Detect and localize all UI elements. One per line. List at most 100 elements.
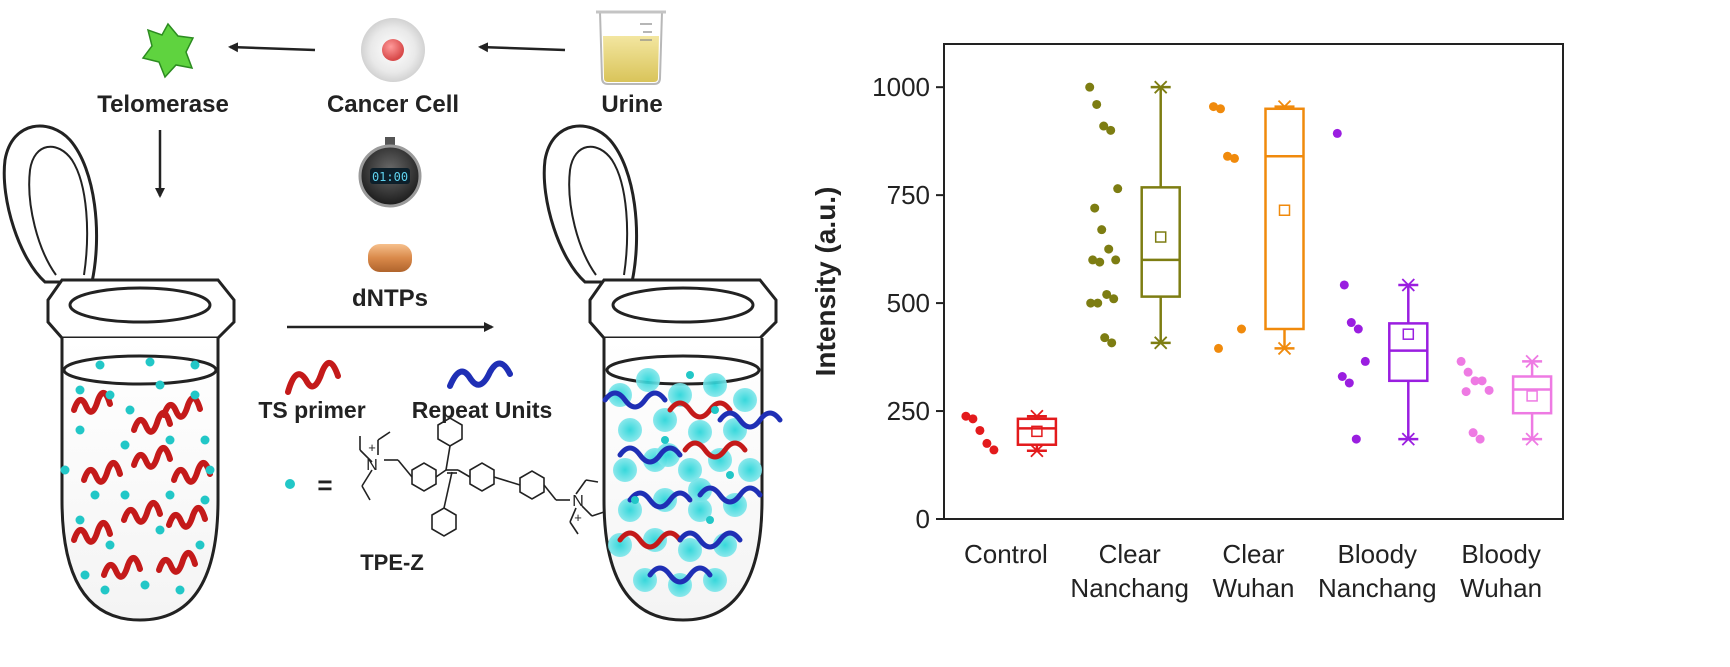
data-point <box>1337 372 1347 381</box>
tpe-aggregate <box>733 388 757 412</box>
tpe-dot <box>60 465 70 475</box>
iqr-box <box>1511 375 1553 415</box>
data-point <box>1332 128 1342 138</box>
tpe-dot <box>80 570 90 580</box>
data-point <box>1339 280 1349 290</box>
tpe-dot <box>706 516 714 524</box>
x-tick-label: Clear <box>1222 539 1284 569</box>
tpe-aggregate <box>688 498 712 522</box>
tpe-dot <box>155 380 165 390</box>
data-point <box>1468 428 1478 438</box>
tpe-z-structure <box>359 417 605 537</box>
cancer-cell-icon <box>361 18 425 82</box>
tpe-aggregate <box>618 418 642 442</box>
mean-marker <box>1154 231 1167 243</box>
tube-before-contents <box>60 357 215 595</box>
data-point <box>1093 298 1103 308</box>
data-point <box>1099 121 1109 131</box>
tpe-dot <box>165 490 175 500</box>
extreme-marker <box>1154 336 1168 350</box>
data-point <box>1475 434 1485 444</box>
tpe-aggregate <box>723 493 747 517</box>
x-tick-label: Control <box>964 539 1048 569</box>
data-point <box>1107 338 1117 348</box>
mean-marker <box>1526 390 1538 402</box>
ts-primer-label: TS primer <box>258 397 365 423</box>
dna-strand <box>627 490 693 510</box>
data-point <box>1109 294 1119 304</box>
iqr-box <box>1016 417 1058 446</box>
dna-strand <box>647 565 713 585</box>
extreme-marker <box>1401 278 1415 292</box>
data-point <box>1223 151 1232 161</box>
ts-primer-icon <box>285 360 341 395</box>
data-point <box>1100 333 1110 343</box>
data-point <box>1104 244 1114 254</box>
data-point <box>1470 376 1480 386</box>
tpe-dot <box>175 585 185 595</box>
dna-strand <box>682 440 748 460</box>
data-point <box>1477 376 1487 386</box>
tpe-aggregate <box>678 458 702 482</box>
data-point <box>1360 356 1370 366</box>
dna-strand <box>697 485 763 505</box>
data-point <box>1484 385 1494 395</box>
svg-text:N: N <box>366 457 378 474</box>
repeat-units-label: Repeat Units <box>412 397 553 423</box>
tpe-dot <box>75 425 85 435</box>
data-point <box>1230 153 1239 163</box>
y-tick-label: 1000 <box>872 72 930 102</box>
y-tick-label: 0 <box>916 504 930 534</box>
data-point <box>1214 343 1223 353</box>
box-group-bloody-wuhan: Bloody Wuhan <box>1456 354 1553 603</box>
data-point <box>1351 434 1361 444</box>
tpe-aggregate <box>636 368 660 392</box>
dna-strand <box>667 400 733 420</box>
tube-before <box>2 124 236 622</box>
tpe-aggregate <box>618 498 642 522</box>
tpe-z-nitrogen-right: N + <box>572 493 584 525</box>
extreme-marker <box>1401 432 1415 446</box>
stopwatch-icon: 01:00 <box>358 137 422 208</box>
data-point <box>1237 324 1246 334</box>
data-point <box>989 445 999 455</box>
svg-text:N: N <box>572 493 584 510</box>
repeat-units-icon <box>447 360 513 389</box>
data-point <box>1097 225 1107 235</box>
tpe-dot <box>200 435 210 445</box>
data-point <box>982 438 992 448</box>
tpe-dot <box>200 495 210 505</box>
schematic: Telomerase Cancer Cell Urine 01:00 dNTP <box>2 10 783 622</box>
tpe-dot <box>75 385 85 395</box>
tpe-dot <box>686 371 694 379</box>
extreme-marker <box>1154 80 1168 94</box>
x-tick-label: Bloody <box>1461 539 1541 569</box>
tpe-dot <box>190 390 200 400</box>
tpe-dot <box>711 406 719 414</box>
data-point <box>975 425 985 435</box>
tpe-dot <box>105 390 115 400</box>
tpe-dot <box>190 360 200 370</box>
dna-strand <box>677 530 743 550</box>
mean-marker <box>1031 425 1043 438</box>
data-point <box>1106 125 1116 135</box>
box-group-control: Control <box>961 409 1058 569</box>
data-point <box>1209 102 1218 112</box>
tpe-dot <box>100 585 110 595</box>
y-tick-label: 250 <box>887 396 930 426</box>
tpe-aggregate <box>688 420 712 444</box>
data-point <box>1353 324 1363 334</box>
x-tick-label-line2: Wuhan <box>1213 573 1295 603</box>
tpe-dot <box>661 436 669 444</box>
ts-primer-strand <box>81 460 123 485</box>
x-tick-label-line2: Wuhan <box>1460 573 1542 603</box>
urine-beaker-icon <box>596 10 666 85</box>
telomerase-label: Telomerase <box>97 91 229 118</box>
data-point <box>1092 99 1102 109</box>
mean-marker <box>1402 328 1415 340</box>
iqr-box <box>1264 107 1305 331</box>
tpe-aggregate <box>703 373 727 397</box>
y-tick-label: 500 <box>887 288 930 318</box>
box-groups: Control Clear Nanchang Clear Wuhan Bloody Nanc… <box>961 80 1553 603</box>
